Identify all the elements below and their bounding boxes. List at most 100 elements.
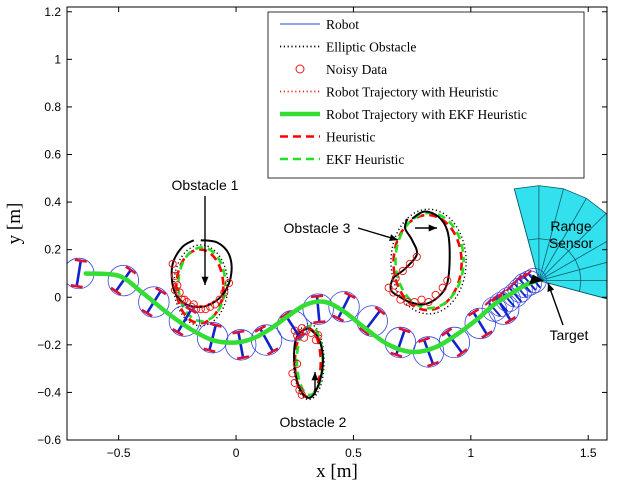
robot-wheel <box>426 360 440 368</box>
elliptic-obstacle-3 <box>390 208 467 315</box>
robot-axle <box>337 294 352 319</box>
x-tick-label: 1.5 <box>580 446 597 460</box>
robot-body <box>225 329 257 361</box>
robot-wheel <box>293 332 306 342</box>
noisy-data-point <box>201 305 210 314</box>
noisy-data-point <box>290 326 299 335</box>
plot-content <box>67 185 607 401</box>
noisy-data-point <box>417 295 426 304</box>
robot-wheel <box>203 347 216 354</box>
obstacle-3-inner-arrow-head <box>428 224 437 232</box>
noisy-data-point <box>215 295 224 304</box>
robot-wheel <box>343 291 356 300</box>
robot-wheel <box>171 328 184 337</box>
robot-wheel <box>236 355 250 360</box>
noisy-data-point <box>220 288 229 297</box>
robot-wheel <box>484 298 493 306</box>
target-arrow-head <box>547 283 555 292</box>
y-tick-label: −0.6 <box>37 433 61 447</box>
noisy-data-point <box>396 295 405 304</box>
legend-label: Robot Trajectory with Heuristic <box>326 85 498 100</box>
noisy-data-point <box>173 281 182 290</box>
robot-wheel <box>498 288 507 297</box>
robot-wheel <box>310 294 324 299</box>
robot-body <box>521 268 547 294</box>
y-axis-label: y [m] <box>4 203 25 245</box>
x-tick-label: 0.5 <box>345 446 362 460</box>
noisy-data-point <box>302 326 311 335</box>
robot-wheel <box>374 306 386 316</box>
robot-body <box>107 264 140 297</box>
obstacle-2-arrow-head <box>311 372 319 381</box>
robot-wheel <box>524 269 532 278</box>
robot <box>464 307 496 340</box>
robot-wheel <box>254 324 267 333</box>
y-tick-label: 0.6 <box>44 148 61 162</box>
noisy-data-point <box>384 283 393 292</box>
robot-axle <box>501 291 516 308</box>
y-tick-labels: −0.6 −0.4 −0.2 0 0.2 0.4 0.6 0.8 1 1.2 <box>37 5 61 447</box>
robot-wheel <box>519 272 528 280</box>
noisy-data-point <box>410 297 419 307</box>
robot-axle <box>237 331 245 358</box>
legend-label: Elliptic Obstacle <box>326 40 416 55</box>
robot-axle <box>176 309 193 333</box>
x-tick-label: −0.5 <box>107 446 131 460</box>
noisy-data-point <box>307 328 316 337</box>
robot <box>107 264 140 297</box>
robot-wheel <box>209 322 222 328</box>
y-tick-label: 0.8 <box>44 100 61 114</box>
robot-axle <box>472 311 489 336</box>
sensor-label: Sensor <box>549 235 594 251</box>
noisy-data-point <box>168 259 177 268</box>
legend-swatch <box>295 64 305 74</box>
y-tick-label: −0.2 <box>37 338 61 352</box>
robot-wheel <box>481 330 493 339</box>
robot-wheel <box>456 348 468 358</box>
noisy-data-point <box>405 259 414 268</box>
range-sensor-ray <box>538 261 607 281</box>
noisy-data-point <box>180 295 189 304</box>
range-sensor-ray <box>538 213 607 281</box>
robot-wheel <box>398 327 411 334</box>
robot-body <box>328 291 360 323</box>
noisy-data-point <box>177 295 187 304</box>
elliptic-obstacle-1 <box>173 244 229 327</box>
legend-item: Noisy Data <box>295 62 387 77</box>
robot-body <box>302 293 334 325</box>
legend-item: Robot Trajectory with Heuristic <box>280 85 498 100</box>
noisy-data-point <box>314 331 323 340</box>
noisy-data-point <box>290 378 299 387</box>
robot-wheel <box>74 258 87 263</box>
legend: Robot Elliptic Obstacle Noisy Data Robot Tr… <box>267 11 585 179</box>
noisy-data-point <box>293 359 302 368</box>
legend-item: Robot <box>280 17 359 32</box>
robot-wheel <box>70 284 83 289</box>
legend-label: Heuristic <box>326 130 376 145</box>
heuristic-estimate-3 <box>392 213 463 312</box>
noisy-data-point <box>206 302 215 311</box>
robot-wheel <box>185 305 197 315</box>
trajectory-ekf-heuristic <box>83 271 539 355</box>
x-tick-label: 0 <box>233 446 240 460</box>
robot-axle <box>114 269 132 292</box>
y-tick-label: −0.4 <box>37 385 61 399</box>
robot-body <box>438 326 471 359</box>
range-sensor-ray <box>538 240 607 281</box>
noisy-data-point <box>431 290 440 299</box>
axes-frame <box>66 6 608 441</box>
noisy-data-point <box>170 286 180 295</box>
noisy-data-point <box>391 274 400 283</box>
robot-wheel <box>390 351 403 358</box>
robot-body <box>138 286 170 318</box>
noisy-data-point <box>412 252 421 261</box>
robot <box>67 257 95 290</box>
robot-wheel <box>332 314 345 323</box>
x-tick-labels: −0.5 0 0.5 1 1.5 <box>107 446 597 460</box>
target-label: Target <box>550 327 589 343</box>
robot-body <box>168 305 201 337</box>
noisy-data-point <box>297 324 306 333</box>
legend-item: Heuristic <box>280 130 376 145</box>
legend-label: Noisy Data <box>326 62 387 77</box>
